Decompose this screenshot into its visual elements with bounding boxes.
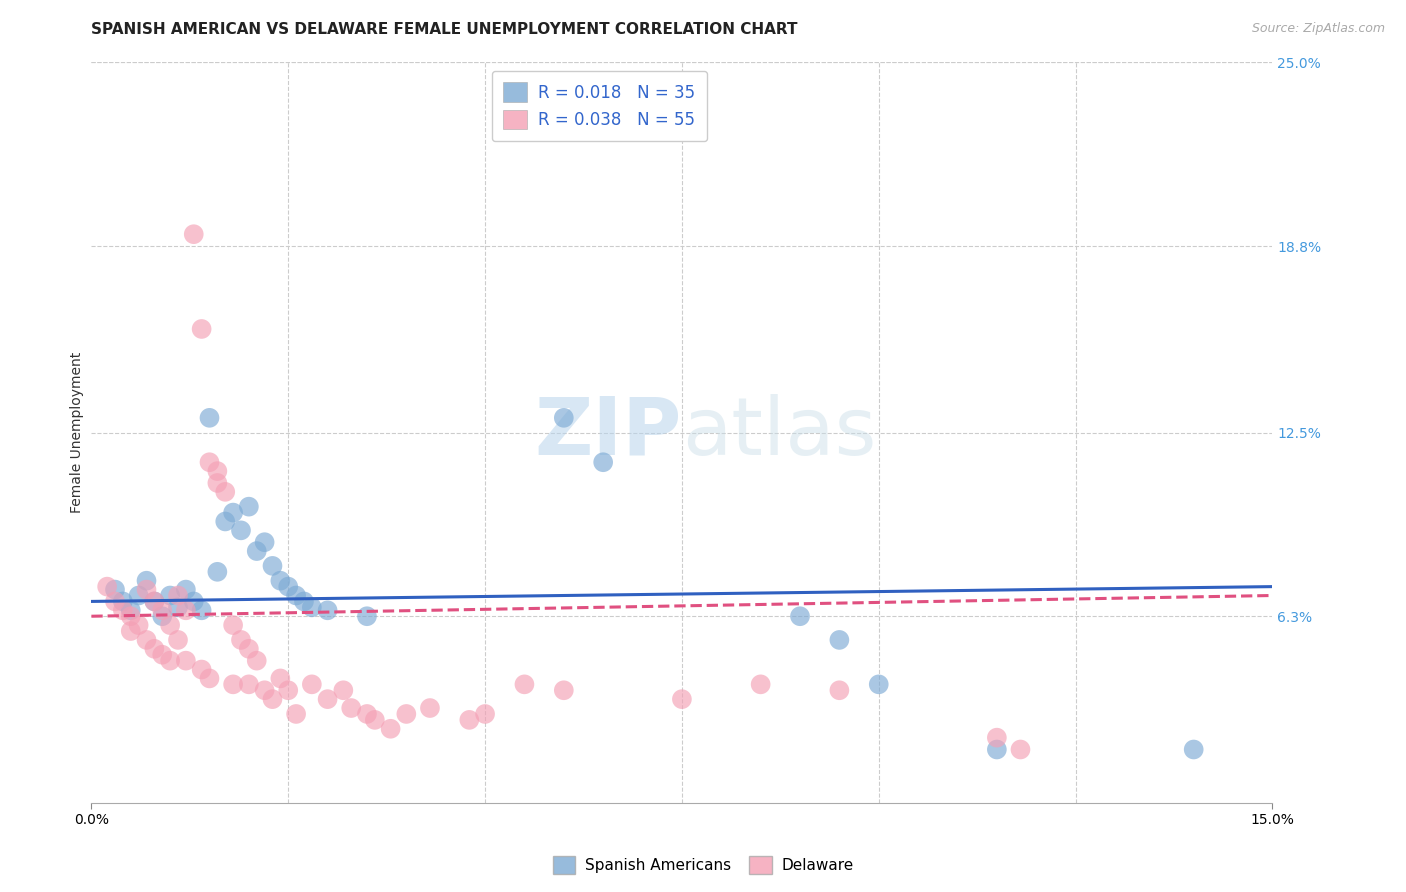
Point (174, 582, 197, 597)
Point (159, 654, 181, 668)
Point (120, 624, 142, 638)
Point (1182, 742, 1205, 756)
Legend: Spanish Americans, Delaware: Spanish Americans, Delaware (547, 850, 859, 880)
Point (553, 410, 575, 425)
Legend: R = 0.018   N = 35, R = 0.038   N = 55: R = 0.018 N = 35, R = 0.038 N = 55 (492, 70, 707, 141)
Point (120, 603, 142, 617)
Point (513, 677, 536, 691)
Point (159, 589, 181, 603)
Point (262, 558, 284, 573)
Point (277, 580, 299, 594)
Point (253, 535, 276, 549)
Point (671, 692, 693, 706)
Point (198, 455, 221, 469)
Point (364, 713, 387, 727)
Point (207, 475, 229, 490)
Point (143, 594, 166, 608)
Point (135, 574, 157, 588)
Point (1010, 742, 1032, 756)
Point (104, 594, 127, 608)
Point (986, 731, 1008, 745)
Point (150, 609, 173, 624)
Point (380, 722, 402, 736)
Point (238, 641, 260, 656)
Point (285, 589, 308, 603)
Point (190, 603, 212, 617)
Point (135, 582, 157, 597)
Point (198, 672, 221, 686)
Point (828, 683, 851, 698)
Point (332, 683, 354, 698)
Point (419, 701, 441, 715)
Point (395, 706, 418, 721)
Point (174, 654, 197, 668)
Point (749, 677, 772, 691)
Point (120, 609, 142, 624)
Point (111, 603, 134, 617)
Point (222, 677, 245, 691)
Point (190, 663, 212, 677)
Point (104, 582, 127, 597)
Point (828, 632, 851, 647)
Point (135, 632, 157, 647)
Point (167, 589, 190, 603)
Point (553, 683, 575, 698)
Y-axis label: Female Unemployment: Female Unemployment (70, 352, 84, 513)
Point (214, 515, 236, 529)
Point (207, 464, 229, 478)
Point (246, 654, 269, 668)
Point (316, 692, 339, 706)
Point (143, 641, 166, 656)
Point (592, 455, 614, 469)
Text: SPANISH AMERICAN VS DELAWARE FEMALE UNEMPLOYMENT CORRELATION CHART: SPANISH AMERICAN VS DELAWARE FEMALE UNEM… (91, 22, 797, 37)
Point (868, 677, 890, 691)
Point (253, 683, 276, 698)
Text: ZIP: ZIP (534, 393, 682, 472)
Point (474, 706, 496, 721)
Point (229, 524, 252, 538)
Point (292, 594, 315, 608)
Text: Source: ZipAtlas.com: Source: ZipAtlas.com (1251, 22, 1385, 36)
Point (96, 580, 118, 594)
Point (301, 600, 323, 615)
Point (183, 227, 205, 242)
Point (458, 713, 481, 727)
Point (128, 618, 150, 632)
Point (340, 701, 363, 715)
Point (159, 618, 181, 632)
Point (128, 589, 150, 603)
Point (238, 500, 260, 514)
Point (198, 410, 221, 425)
Point (174, 603, 197, 617)
Point (986, 742, 1008, 756)
Point (285, 706, 308, 721)
Point (301, 677, 323, 691)
Point (150, 603, 173, 617)
Point (222, 506, 245, 520)
Point (167, 632, 190, 647)
Point (111, 594, 134, 608)
Point (222, 618, 245, 632)
Point (143, 594, 166, 608)
Point (207, 565, 229, 579)
Point (183, 594, 205, 608)
Point (150, 648, 173, 662)
Point (356, 609, 378, 624)
Point (277, 683, 299, 698)
Point (269, 672, 291, 686)
Point (356, 706, 378, 721)
Point (214, 484, 236, 499)
Point (262, 692, 284, 706)
Point (269, 574, 291, 588)
Point (789, 609, 811, 624)
Point (190, 322, 212, 336)
Point (316, 603, 339, 617)
Point (167, 600, 190, 615)
Point (229, 632, 252, 647)
Point (238, 677, 260, 691)
Point (246, 544, 269, 558)
Text: atlas: atlas (682, 393, 876, 472)
